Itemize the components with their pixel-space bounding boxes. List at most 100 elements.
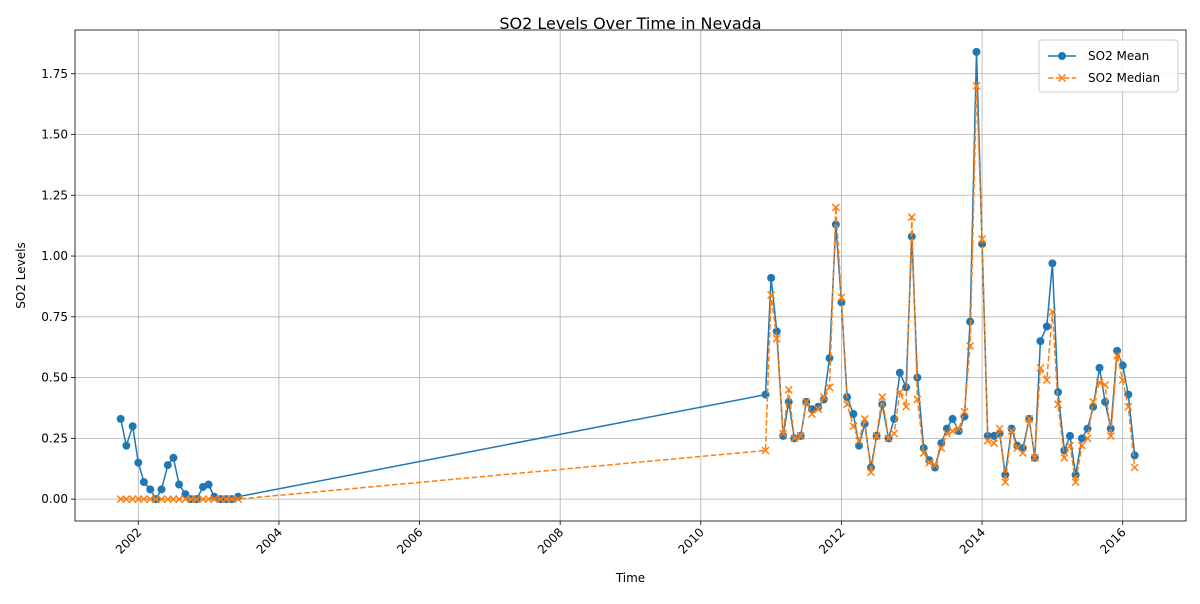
data-point [779,431,788,440]
data-point [895,368,904,377]
data-point [843,400,852,409]
data-point [784,385,793,394]
data-point [849,422,858,431]
data-point [948,414,957,423]
data-point [1130,463,1139,472]
plot-frame [74,29,1187,522]
data-point [1101,397,1110,406]
data-point [878,400,887,409]
data-point [1048,307,1057,316]
data-point [866,468,876,477]
data-point [796,431,805,440]
y-tick-label: 0.50 [41,371,68,385]
data-point [837,293,846,302]
data-point [784,397,793,406]
data-point [954,424,963,433]
data-point [1118,375,1127,385]
data-point [227,495,236,504]
data-point [849,410,858,419]
data-point [1065,441,1075,450]
y-tick-label: 0.00 [41,492,68,506]
data-point [995,424,1004,433]
data-point [807,410,816,419]
data-point [825,354,834,363]
y-tick-label: 1.75 [41,67,68,81]
data-point [1106,424,1115,433]
data-point [966,341,975,351]
data-point [1077,441,1086,450]
data-point [1065,431,1074,440]
data-point [1025,414,1034,423]
data-point [163,461,172,470]
data-point [1118,361,1127,370]
data-point [1048,259,1057,268]
data-point [954,427,963,436]
data-point [1042,375,1051,385]
y-tick-label: 0.75 [41,310,68,324]
data-point [128,422,137,431]
legend-median-label: SO2 Median [1088,71,1160,85]
data-point [1095,378,1104,387]
data-point [1130,451,1139,460]
data-point [1124,402,1133,411]
data-point [157,495,166,504]
data-point [1095,363,1104,372]
data-point [122,441,131,450]
data-point [860,414,869,423]
data-point [990,439,999,448]
data-point [1007,427,1016,436]
data-point [960,407,969,416]
data-point [907,213,916,222]
data-point [902,402,911,411]
data-point [907,232,916,241]
data-point [122,495,131,504]
data-point [1113,351,1122,360]
chart-title: SO2 Levels Over Time in Nevada [499,14,761,33]
data-point [1007,424,1016,433]
data-point [895,388,904,397]
data-point [913,395,922,404]
data-point [1060,453,1069,462]
y-axis-title: SO2 Levels [14,242,28,308]
data-point [761,446,770,455]
data-point [210,495,219,504]
data-point [1042,322,1051,331]
data-point [1001,470,1010,479]
data-point [1101,380,1110,389]
legend-mean-label: SO2 Mean [1088,49,1149,63]
data-point [890,429,899,438]
data-point [1036,363,1045,372]
y-tick-label: 1.25 [41,188,68,202]
legend-box [1038,39,1179,93]
data-point [116,414,125,423]
data-point [790,434,799,443]
data-point [948,427,957,436]
data-point [204,480,213,489]
data-point [1018,448,1027,457]
data-point [772,327,781,336]
data-point [234,495,243,504]
data-point [925,458,934,467]
data-point [814,405,823,414]
data-point [1030,453,1039,462]
data-point [972,47,981,56]
data-point [919,448,928,457]
data-point [1089,397,1098,406]
data-point [890,414,899,423]
data-point [878,393,887,402]
data-point [802,397,811,406]
data-point [767,273,776,282]
data-point [1053,400,1063,409]
data-point [192,495,201,504]
data-point [1036,337,1045,346]
data-point [169,453,178,462]
data-point [1054,388,1063,397]
data-point [1077,434,1086,443]
data-point [772,334,781,343]
data-point [139,478,148,487]
data-point [1071,478,1080,487]
data-point [134,458,143,467]
data-point [767,290,776,299]
